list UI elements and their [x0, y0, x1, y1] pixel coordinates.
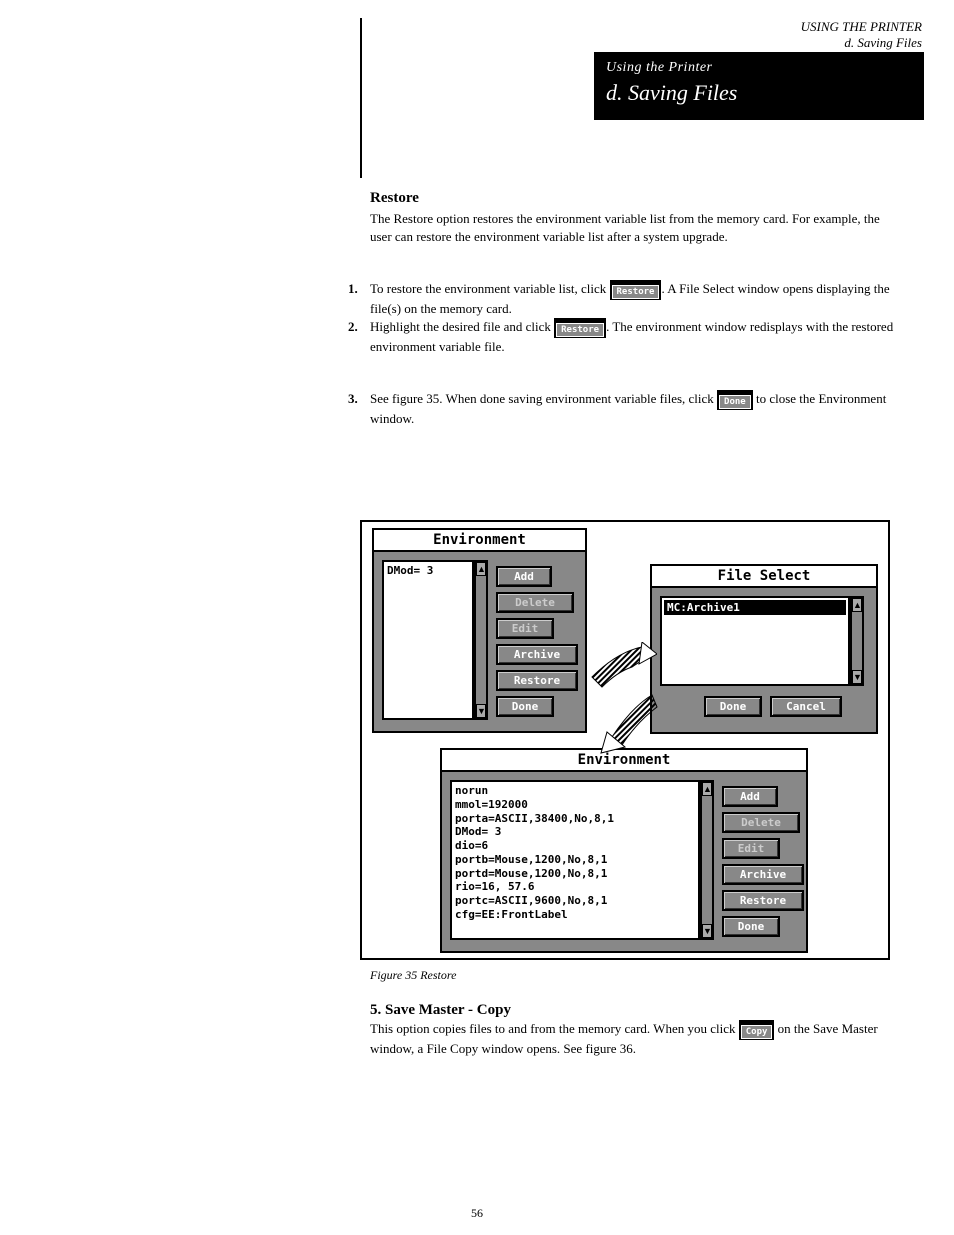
scroll-up-icon[interactable]: ▲ [702, 782, 712, 796]
scroll-down-icon[interactable]: ▼ [702, 924, 712, 938]
running-head-chapter: USING THE PRINTER [801, 18, 922, 36]
copy-para-a: This option copies files to and from the… [370, 1021, 739, 1036]
section-banner: Using the Printer d. Saving Files [594, 52, 924, 120]
env1-listbox[interactable]: DMod= 3 [382, 560, 474, 720]
env1-done-button[interactable]: Done [496, 696, 554, 717]
restore-intro: The Restore option restores the environm… [370, 210, 900, 245]
env2-restore-button[interactable]: Restore [722, 890, 804, 911]
copy-heading: 5. Save Master - Copy [370, 1000, 511, 1020]
env1-delete-button[interactable]: Delete [496, 592, 574, 613]
file-select-listbox[interactable]: MC:Archive1 [660, 596, 850, 686]
env2-add-button[interactable]: Add [722, 786, 778, 807]
page-root: USING THE PRINTER d. Saving Files Using … [0, 0, 954, 1235]
env2-line: portb=Mouse,1200,No,8,1 [455, 853, 695, 867]
env2-line: dio=6 [455, 839, 695, 853]
environment-window-1: Environment DMod= 3 ▲ ▼ Add Delete Edit … [372, 528, 587, 733]
file-select-title: File Select [652, 566, 876, 588]
scroll-up-icon[interactable]: ▲ [476, 562, 486, 576]
env2-line: DMod= 3 [455, 825, 695, 839]
step-num-1: 1. [348, 280, 358, 298]
step-1a: To restore the environment variable list… [370, 281, 610, 296]
env2-line: porta=ASCII,38400,No,8,1 [455, 812, 695, 826]
step-2a: Highlight the desired file and click [370, 319, 554, 334]
copy-para: This option copies files to and from the… [370, 1020, 900, 1058]
env2-done-button[interactable]: Done [722, 916, 780, 937]
step-num-2: 2. [348, 318, 358, 336]
env2-line: portc=ASCII,9600,No,8,1 [455, 894, 695, 908]
env1-scrollbar[interactable]: ▲ ▼ [474, 560, 488, 720]
copy-inline-button: Copy [739, 1020, 775, 1040]
env2-line: cfg=EE:FrontLabel [455, 908, 695, 922]
file-select-item[interactable]: MC:Archive1 [664, 600, 846, 615]
env2-line: portd=Mouse,1200,No,8,1 [455, 867, 695, 881]
env1-archive-button[interactable]: Archive [496, 644, 578, 665]
running-head-sub: d. Saving Files [844, 34, 922, 52]
file-select-cancel-button[interactable]: Cancel [770, 696, 842, 717]
env2-line: norun [455, 784, 695, 798]
restore-inline-button-1: Restore [610, 280, 662, 300]
env1-add-button[interactable]: Add [496, 566, 552, 587]
restore-inline-button-2: Restore [554, 318, 606, 338]
environment-window-2: Environment norun mmol=192000 porta=ASCI… [440, 748, 808, 953]
figure-35: Environment DMod= 3 ▲ ▼ Add Delete Edit … [360, 520, 890, 960]
file-select-window: File Select MC:Archive1 ▲ ▼ Done Cancel [650, 564, 878, 734]
env1-restore-button[interactable]: Restore [496, 670, 578, 691]
file-select-scrollbar[interactable]: ▲ ▼ [850, 596, 864, 686]
env2-listbox[interactable]: norun mmol=192000 porta=ASCII,38400,No,8… [450, 780, 700, 940]
env1-edit-button[interactable]: Edit [496, 618, 554, 639]
figure-caption: Figure 35 Restore [370, 968, 456, 983]
scroll-up-icon[interactable]: ▲ [852, 598, 862, 612]
step-2: Highlight the desired file and click Res… [370, 318, 910, 356]
env1-title: Environment [374, 530, 585, 552]
env2-scrollbar[interactable]: ▲ ▼ [700, 780, 714, 940]
step-3a: See figure 35. When done saving environm… [370, 391, 717, 406]
top-divider [360, 18, 362, 178]
restore-heading: Restore [370, 188, 419, 208]
env2-line: rio=16, 57.6 [455, 880, 695, 894]
page-number: 56 [471, 1206, 483, 1221]
banner-line1: Using the Printer [606, 60, 912, 76]
env2-archive-button[interactable]: Archive [722, 864, 804, 885]
step-3: See figure 35. When done saving environm… [370, 390, 910, 428]
scroll-down-icon[interactable]: ▼ [476, 704, 486, 718]
file-select-done-button[interactable]: Done [704, 696, 762, 717]
step-1: To restore the environment variable list… [370, 280, 910, 318]
arrow-2-icon [597, 687, 667, 757]
env2-line: mmol=192000 [455, 798, 695, 812]
step-num-3: 3. [348, 390, 358, 408]
env2-edit-button[interactable]: Edit [722, 838, 780, 859]
banner-line2: d. Saving Files [606, 80, 912, 106]
env2-delete-button[interactable]: Delete [722, 812, 800, 833]
env1-item[interactable]: DMod= 3 [387, 564, 469, 577]
scroll-down-icon[interactable]: ▼ [852, 670, 862, 684]
done-inline-button: Done [717, 390, 753, 410]
